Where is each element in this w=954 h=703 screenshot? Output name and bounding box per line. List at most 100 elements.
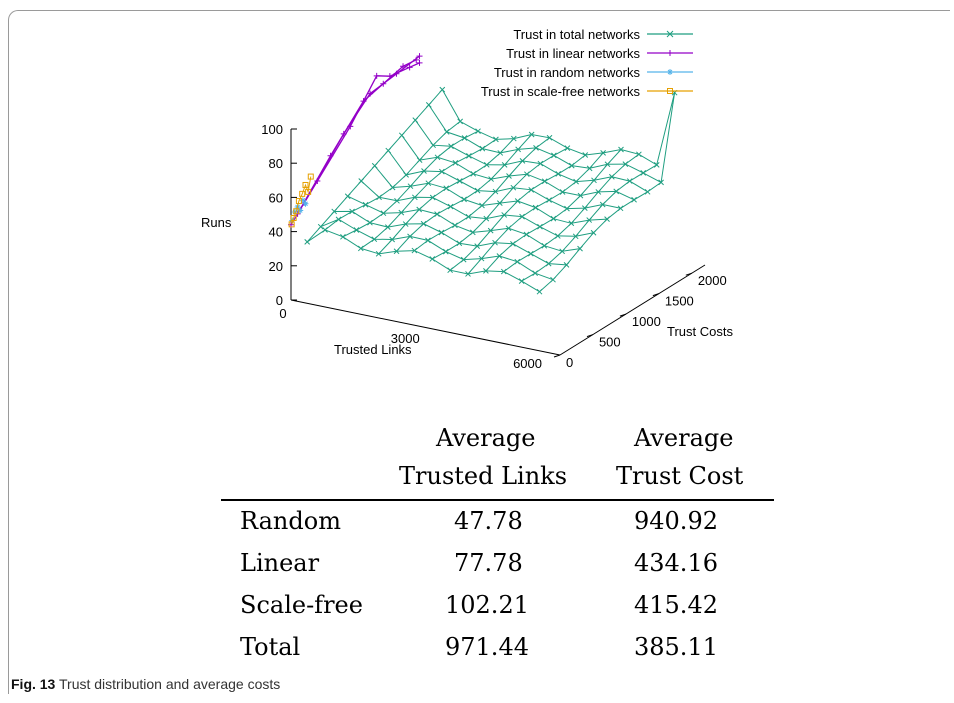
surface-point — [411, 247, 418, 254]
surface-point — [344, 193, 351, 200]
surface-point — [506, 173, 512, 179]
surface-point — [353, 227, 360, 233]
surface-point — [439, 168, 445, 175]
surface-point — [371, 236, 378, 243]
surface-point — [429, 256, 436, 262]
axes — [290, 129, 706, 356]
surface-point — [475, 128, 481, 135]
surface-point — [518, 278, 525, 284]
table-header-links-line1: Average — [436, 424, 536, 452]
surface-point — [532, 204, 539, 211]
linear-point — [406, 64, 413, 71]
surface-point — [465, 213, 472, 220]
z-ticks: 0 20 40 60 80 100 — [261, 122, 297, 308]
surface-point — [500, 268, 507, 275]
z-tick-label: 60 — [269, 190, 283, 205]
surface-point — [533, 145, 539, 151]
surface-point — [322, 227, 328, 233]
surface-point — [456, 178, 463, 184]
surface-point — [416, 206, 423, 213]
surface-point — [617, 205, 624, 212]
x-tick-label: 3000 — [391, 331, 420, 346]
z-tick-label: 0 — [276, 293, 283, 308]
surface-point — [452, 222, 458, 229]
surface-point — [425, 237, 431, 244]
row-links: 77.78 — [454, 549, 523, 577]
surface-point — [384, 224, 391, 230]
surface-point — [398, 132, 405, 139]
surface-point — [528, 186, 535, 193]
caption-label: Fig. 13 — [11, 676, 56, 692]
y-ticks: 0 500 1000 1500 2000 — [553, 272, 727, 370]
surface-line — [306, 229, 540, 293]
surface-point — [577, 245, 583, 252]
surface-point — [456, 240, 463, 247]
surface-point — [568, 220, 575, 227]
row-cost: 940.92 — [634, 507, 718, 535]
surface-point — [546, 134, 553, 141]
row-cost: 415.42 — [634, 591, 718, 619]
surface-point — [501, 162, 508, 168]
row-links: 102.21 — [445, 591, 529, 619]
surface-line — [414, 119, 648, 193]
legend-marker — [666, 30, 674, 38]
table-header-cost-line1: Average — [634, 424, 734, 452]
surface-point — [636, 151, 642, 158]
surface-point — [447, 203, 454, 210]
surface-point — [425, 102, 432, 108]
surface-point — [519, 158, 526, 164]
surface-point — [493, 136, 499, 143]
y-tick-mark — [619, 313, 627, 317]
surface-point — [653, 162, 660, 168]
surface-point — [559, 189, 566, 195]
series-total-surface — [304, 86, 678, 295]
surface-point — [536, 288, 543, 295]
surface-point — [551, 152, 557, 159]
surface-point — [595, 189, 602, 195]
surface-line — [414, 137, 550, 251]
z-axis-label: Runs — [201, 215, 232, 230]
legend-marker — [667, 69, 673, 75]
surface-point — [375, 250, 382, 257]
row-links: 971.44 — [445, 633, 529, 661]
surface-point — [442, 248, 449, 255]
surface-point — [358, 178, 365, 184]
z-tick-label: 100 — [261, 122, 283, 137]
surface-line — [441, 89, 676, 166]
surface-point — [402, 221, 409, 227]
surface-line — [521, 164, 657, 282]
surface-point — [505, 225, 512, 232]
random-point — [297, 207, 304, 214]
surface-point — [430, 142, 436, 149]
surface-point — [474, 187, 481, 194]
x-axis-label: Trusted Links — [334, 342, 412, 357]
table-header-links-line2: Trusted Links — [399, 462, 568, 490]
surface-point — [599, 201, 606, 208]
y-tick-label: 2000 — [698, 273, 727, 288]
linear-point — [416, 59, 423, 66]
x-ticks: 0 3000 6000 — [279, 306, 542, 371]
surface-point — [510, 240, 516, 247]
surface-point — [483, 215, 490, 222]
surface-point — [568, 162, 575, 169]
surface-point — [545, 260, 552, 267]
surface-point — [573, 178, 579, 185]
surface-point — [519, 213, 525, 220]
row-cost: 385.11 — [634, 633, 718, 661]
row-label: Scale-free — [240, 591, 363, 619]
surface-point — [555, 171, 562, 177]
z-tick-label: 40 — [269, 225, 283, 240]
surface-point — [407, 183, 414, 190]
surface-point — [411, 194, 418, 201]
surface-line — [387, 150, 621, 210]
surface-line — [485, 149, 622, 272]
surface-point — [631, 196, 637, 203]
surface-point — [389, 236, 396, 243]
surface-point — [644, 188, 651, 195]
surface-point — [394, 197, 400, 204]
surface-point — [398, 209, 405, 216]
surface-point — [385, 147, 392, 154]
surface-point — [335, 216, 342, 223]
surface-point — [487, 227, 494, 234]
